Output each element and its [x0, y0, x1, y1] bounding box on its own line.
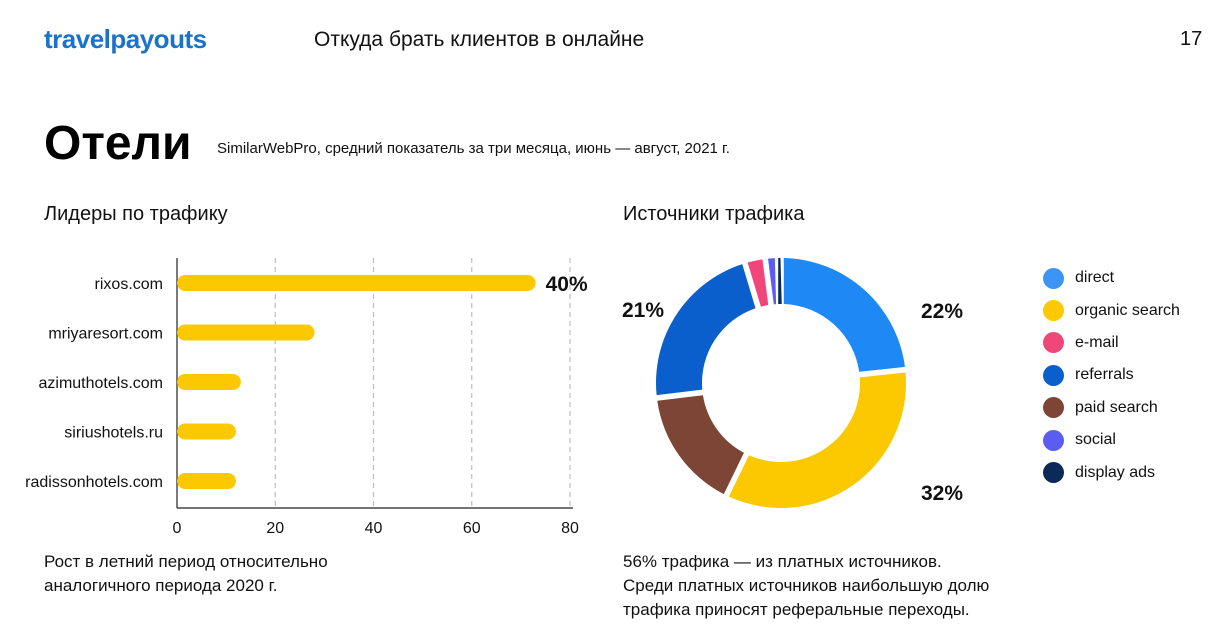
- legend-item: display ads: [1043, 456, 1180, 488]
- donut-chart-title: Источники трафика: [623, 203, 805, 225]
- legend-item: e-mail: [1043, 327, 1180, 359]
- legend-label: social: [1075, 431, 1116, 449]
- slice-data-label: 32%: [921, 482, 963, 505]
- y-category-label: azimuthotels.com: [39, 375, 164, 392]
- donut-slice: [747, 259, 769, 307]
- donut-caption-line: 56% трафика — из платных источников.: [623, 552, 942, 571]
- bar: [177, 423, 236, 440]
- x-tick-label: 0: [173, 520, 182, 537]
- bar: [177, 324, 315, 341]
- bar: [177, 473, 236, 489]
- bar-data-label: 40%: [546, 273, 588, 296]
- legend-swatch: [1043, 364, 1064, 386]
- legend-label: direct: [1075, 269, 1115, 287]
- y-category-label: mriyaresort.com: [48, 326, 163, 343]
- donut-slice: [768, 258, 777, 305]
- bar: [177, 374, 241, 390]
- header-title: Откуда брать клиентов в онлайне: [314, 28, 645, 51]
- page-title: Отели: [44, 117, 192, 170]
- legend-label: e-mail: [1075, 333, 1119, 351]
- x-tick-label: 20: [266, 520, 284, 537]
- legend-swatch: [1043, 462, 1064, 484]
- donut-legend: direct organic search e-mail referrals paid …: [1043, 262, 1180, 489]
- brand-logo: travelpayouts: [44, 24, 207, 54]
- legend-swatch: [1043, 429, 1064, 451]
- legend-item: referrals: [1043, 359, 1180, 391]
- bar-chart-caption: Рост в летний период относительно аналог…: [44, 550, 424, 598]
- donut-caption-line: Среди платных источников наибольшую долю: [623, 576, 990, 595]
- donut-slice: [728, 372, 907, 508]
- y-category-label: siriushotels.ru: [64, 425, 163, 442]
- legend-item: social: [1043, 424, 1180, 456]
- bar-caption-line: аналогичного периода 2020 г.: [44, 576, 278, 595]
- legend-label: display ads: [1075, 463, 1156, 481]
- legend-label: paid search: [1075, 398, 1158, 416]
- donut-slice: [778, 258, 782, 305]
- x-tick-label: 80: [561, 520, 579, 537]
- page-number: 17: [1180, 28, 1203, 50]
- donut-chart-caption: 56% трафика — из платных источников. Сре…: [623, 550, 1073, 622]
- donut-slice: [656, 264, 756, 396]
- donut-caption-line: трафика приносят реферальные переходы.: [623, 600, 970, 619]
- bar-caption-line: Рост в летний период относительно: [44, 552, 328, 571]
- legend-label: organic search: [1075, 301, 1180, 319]
- bar-chart-title: Лидеры по трафику: [44, 203, 228, 225]
- source-note: SimilarWebPro, средний показатель за три…: [217, 140, 730, 157]
- slice-data-label: 21%: [622, 299, 664, 322]
- legend-label: referrals: [1075, 366, 1134, 384]
- donut-slice: [783, 258, 905, 372]
- slice-data-label: 22%: [921, 300, 963, 323]
- legend-item: paid search: [1043, 392, 1180, 424]
- legend-swatch: [1043, 300, 1064, 322]
- y-category-label: rixos.com: [95, 276, 163, 293]
- legend-swatch: [1043, 332, 1064, 354]
- donut-slice: [657, 395, 744, 495]
- legend-item: organic search: [1043, 294, 1180, 326]
- legend-swatch: [1043, 267, 1064, 289]
- y-category-label: radissonhotels.com: [25, 474, 163, 491]
- bar: [177, 275, 536, 291]
- x-tick-label: 40: [365, 520, 383, 537]
- x-tick-label: 60: [463, 520, 481, 537]
- legend-item: direct: [1043, 262, 1180, 294]
- legend-swatch: [1043, 397, 1064, 419]
